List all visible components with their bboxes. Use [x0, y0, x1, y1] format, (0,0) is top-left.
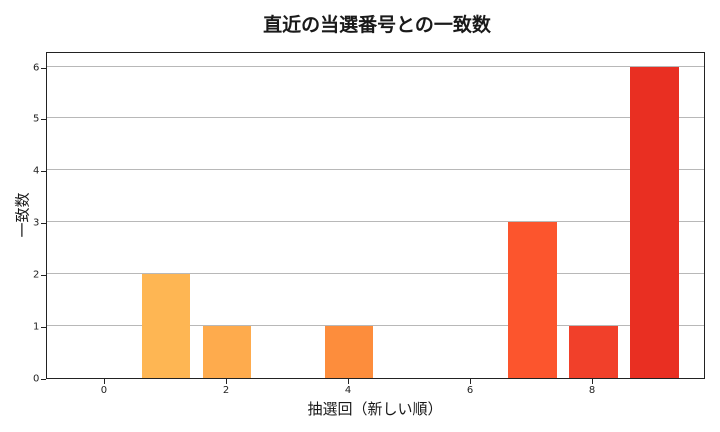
x-axis-label: 抽選回（新しい順） [307, 400, 443, 418]
y-tick [41, 223, 46, 225]
x-tick-label: 4 [344, 385, 352, 396]
bar [629, 66, 679, 378]
gridline [47, 117, 704, 119]
gridline [47, 273, 704, 275]
x-tick-label: 0 [100, 385, 108, 396]
gridline [47, 325, 704, 327]
y-tick-label: 0 [33, 373, 40, 385]
chart-title: 直近の当選番号との一致数 [263, 14, 491, 36]
x-tick [226, 379, 227, 384]
bar [141, 274, 191, 378]
bar [202, 326, 252, 378]
y-tick-label: 3 [33, 217, 40, 229]
x-tick-label: 6 [466, 385, 474, 396]
y-tick-label: 5 [33, 113, 40, 125]
y-tick [41, 379, 46, 380]
y-axis-label: 一致数 [13, 192, 32, 238]
bar [324, 326, 374, 378]
x-tick-label: 8 [588, 385, 596, 396]
y-tick-label: 4 [33, 165, 40, 177]
y-tick-label: 6 [33, 62, 40, 74]
x-tick-label: 2 [222, 385, 230, 396]
bar [568, 326, 618, 378]
plot-area [46, 52, 705, 379]
y-tick [41, 275, 46, 277]
y-tick [41, 171, 46, 173]
gridline [47, 65, 704, 67]
y-tick-label: 1 [33, 321, 40, 333]
y-tick [41, 327, 46, 329]
x-tick [348, 379, 350, 384]
x-tick [103, 379, 105, 384]
gridline [47, 169, 704, 171]
bar [507, 222, 557, 378]
x-tick [592, 379, 594, 384]
y-tick-label: 2 [33, 269, 40, 281]
gridline [47, 221, 704, 223]
y-tick [41, 67, 46, 69]
x-tick [470, 379, 472, 384]
y-tick [41, 119, 46, 121]
